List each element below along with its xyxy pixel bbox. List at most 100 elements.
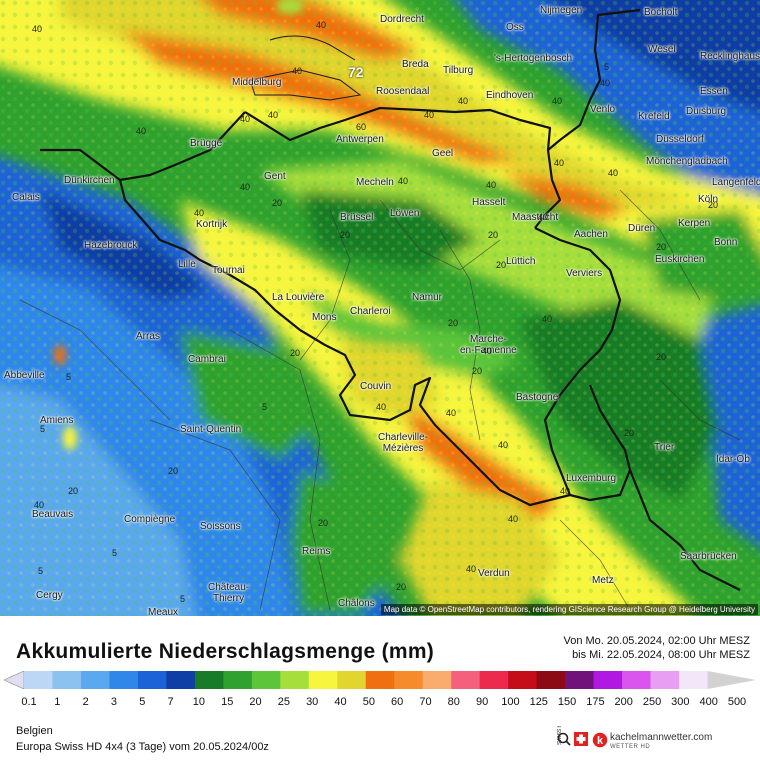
isoline-label: 20 bbox=[318, 518, 329, 528]
city-label: Hasselt bbox=[472, 197, 506, 208]
city-label: Luxemburg bbox=[566, 473, 617, 484]
city-label: Maastricht bbox=[512, 212, 559, 223]
city-label: Marche- en-Famenne bbox=[460, 334, 517, 356]
brand-name[interactable]: kachelmannwetter.com bbox=[610, 732, 713, 743]
isoline-label: 20 bbox=[340, 230, 351, 240]
kachelmann-k-icon: k bbox=[591, 731, 608, 749]
city-label: Brügge bbox=[190, 138, 223, 149]
scale-tick-label: 175 bbox=[586, 696, 605, 708]
brand-logo[interactable]: SWISS HD k kachelmannwetter.com WETTER H… bbox=[548, 726, 758, 756]
isoline-label: 40 bbox=[316, 20, 327, 30]
city-label: Charleville- Mézières bbox=[378, 432, 429, 454]
isoline-label: 40 bbox=[554, 158, 565, 168]
city-label: Beauvais bbox=[32, 509, 74, 520]
scale-tick-label: 30 bbox=[306, 696, 319, 708]
city-label: La Louvière bbox=[272, 292, 325, 303]
scale-swatch bbox=[451, 671, 481, 689]
isoline-label: 40 bbox=[542, 314, 553, 324]
city-label: Löwen bbox=[390, 208, 420, 219]
city-label: Lüttich bbox=[506, 256, 536, 267]
scale-swatch bbox=[308, 671, 338, 689]
isoline-label: 20 bbox=[708, 200, 719, 210]
isoline-label: 20 bbox=[396, 582, 407, 592]
city-label: Euskirchen bbox=[655, 254, 705, 265]
city-label: Metz bbox=[592, 575, 614, 586]
city-label: Saint-Quentin bbox=[180, 424, 242, 435]
isoline-label: 40 bbox=[240, 182, 251, 192]
scale-tick-label: 1 bbox=[54, 696, 61, 708]
city-label: Düsseldorf bbox=[656, 134, 704, 145]
period-start: Von Mo. 20.05.2024, 02:00 Uhr MESZ bbox=[563, 635, 750, 647]
time-period: Von Mo. 20.05.2024, 02:00 Uhr MESZ bis M… bbox=[563, 634, 750, 662]
precipitation-map[interactable]: Dordrecht Nijmegen Bocholt Oss Breda Til… bbox=[0, 0, 760, 616]
scale-tick-label: 25 bbox=[277, 696, 290, 708]
region-label: Belgien bbox=[16, 725, 53, 737]
city-label: Bocholt bbox=[644, 7, 678, 18]
map-attribution[interactable]: Map data © OpenStreetMap contributors, r… bbox=[380, 604, 758, 615]
city-label: Mecheln bbox=[356, 177, 394, 188]
isoline-label: 40 bbox=[446, 408, 457, 418]
isoline-label: 40 bbox=[398, 176, 409, 186]
scale-swatch bbox=[194, 671, 224, 689]
isoline-label: 5 bbox=[40, 424, 46, 434]
scale-swatch bbox=[650, 671, 680, 689]
city-label: Bastogne bbox=[516, 392, 559, 403]
scale-swatch bbox=[137, 671, 167, 689]
scale-swatch bbox=[24, 671, 53, 689]
scale-tick-label: 250 bbox=[642, 696, 662, 708]
isoline-label: 40 bbox=[292, 66, 303, 76]
isoline-label: 40 bbox=[608, 168, 619, 178]
isoline-label: 40 bbox=[560, 486, 571, 496]
city-label: Antwerpen bbox=[336, 134, 384, 145]
scale-tick-label: 50 bbox=[362, 696, 375, 708]
svg-text:k: k bbox=[597, 735, 604, 747]
brand-tagline: WETTER HD bbox=[610, 744, 651, 750]
isoline-label: 5 bbox=[262, 402, 268, 412]
legend-title: Akkumulierte Niederschlagsmenge (mm) bbox=[16, 640, 435, 663]
city-label: Arras bbox=[136, 331, 160, 342]
scale-tick-label: 60 bbox=[391, 696, 404, 708]
city-label: Eindhoven bbox=[486, 90, 534, 101]
city-label: Abbeville bbox=[4, 370, 45, 381]
city-label: Duisburg bbox=[686, 106, 727, 117]
city-label: Kortrijk bbox=[196, 219, 228, 230]
isoline-label: 40 bbox=[486, 180, 497, 190]
scale-tick-label: 2 bbox=[82, 696, 89, 708]
city-label: Charleroi bbox=[350, 306, 391, 317]
isoline-label: 5 bbox=[604, 62, 610, 72]
city-label: Châlons bbox=[338, 598, 375, 609]
scale-swatch bbox=[422, 671, 452, 689]
precipitation-field bbox=[0, 0, 760, 616]
swiss-hd-mark: SWISS HD bbox=[557, 726, 563, 745]
city-label: Namur bbox=[412, 292, 443, 303]
scale-swatch bbox=[337, 671, 367, 689]
isoline-label: 40 bbox=[34, 500, 45, 510]
scale-swatch bbox=[679, 671, 709, 689]
city-label: Nijmegen bbox=[540, 5, 583, 16]
city-label: Calais bbox=[12, 192, 40, 203]
city-label: Reims bbox=[302, 546, 331, 557]
city-label: Verdun bbox=[478, 568, 510, 579]
city-label: Tournai bbox=[212, 265, 245, 276]
scale-tick-label: 90 bbox=[475, 696, 489, 708]
scale-swatch bbox=[365, 671, 395, 689]
isoline-label: 40 bbox=[466, 564, 477, 574]
city-label: Hazebrouck bbox=[84, 240, 138, 251]
city-label: Dünkirchen bbox=[64, 175, 115, 186]
scale-swatch bbox=[622, 671, 652, 689]
scale-tick-label: 200 bbox=[614, 696, 633, 708]
color-scale-ticks: 0.1 1 2 3 5 7 10 15 20 25 30 40 50 60 70 80 90 100 125 150 1… bbox=[0, 696, 760, 710]
scale-tick-label: 7 bbox=[167, 696, 174, 708]
isoline-label: 5 bbox=[38, 566, 44, 576]
city-label: Soissons bbox=[200, 521, 241, 532]
scale-swatch bbox=[280, 671, 310, 689]
scale-tick-label: 400 bbox=[699, 696, 718, 708]
isoline-label: 40 bbox=[482, 346, 493, 356]
isoline-label: 20 bbox=[272, 198, 283, 208]
city-label: Idar-Ob bbox=[716, 454, 750, 465]
city-label: Château- Thierry bbox=[208, 582, 250, 604]
isoline-label: 40 bbox=[538, 212, 549, 222]
scale-arrow-right bbox=[707, 671, 756, 689]
city-label: Roosendaal bbox=[376, 86, 430, 97]
scale-tick-label: 0.1 bbox=[21, 696, 37, 708]
